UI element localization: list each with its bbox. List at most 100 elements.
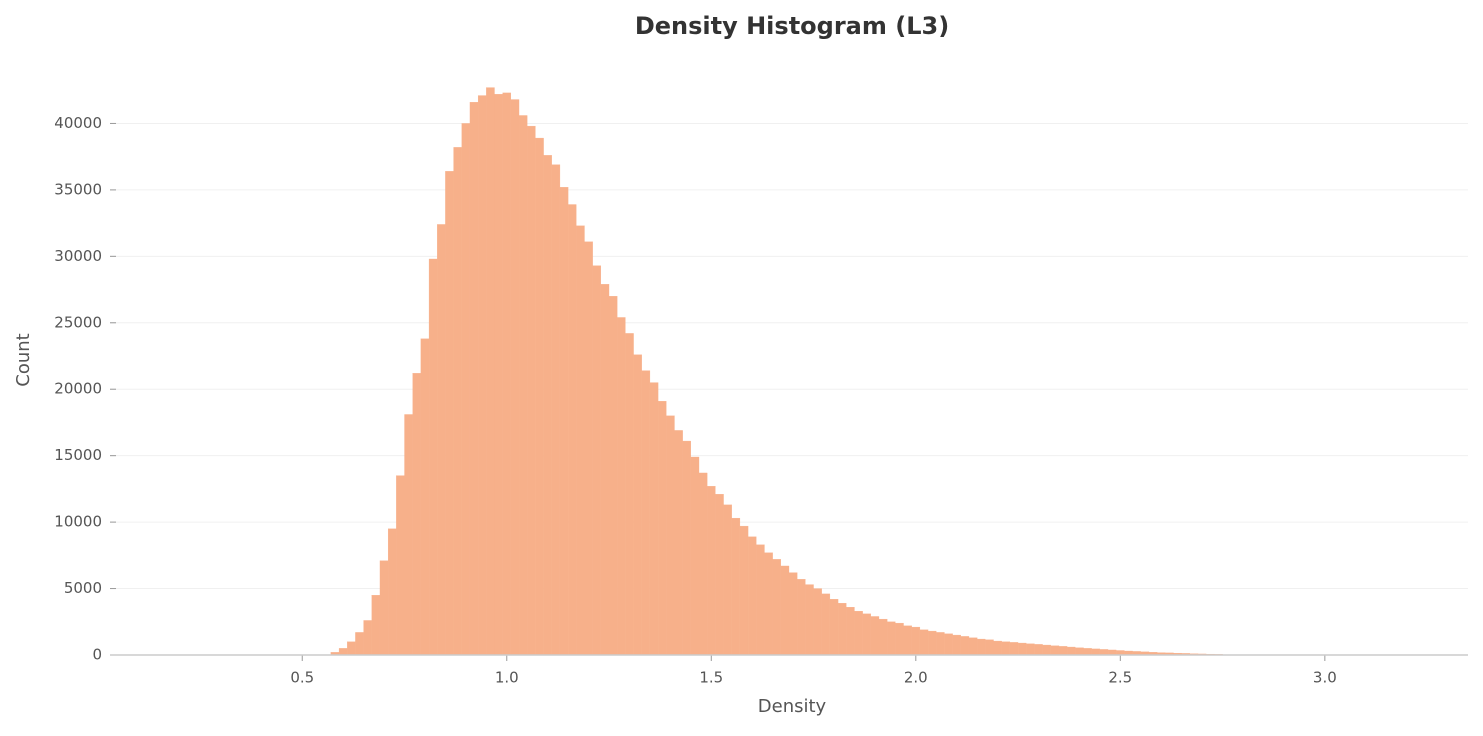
bar: [404, 414, 413, 656]
x-tick-label: 2.5: [1108, 669, 1132, 687]
bar: [625, 333, 634, 656]
bar: [600, 284, 610, 656]
bar: [1050, 645, 1060, 656]
bar: [715, 494, 724, 656]
bar: [837, 603, 847, 656]
bar: [1099, 649, 1109, 656]
bar: [829, 599, 839, 656]
bar: [862, 613, 871, 656]
bar: [1017, 642, 1027, 656]
bar: [788, 572, 798, 656]
x-tick-label: 0.5: [290, 669, 314, 687]
bar: [469, 102, 479, 656]
bar: [805, 584, 814, 656]
bar: [510, 99, 520, 656]
bar: [780, 565, 790, 656]
bar: [535, 137, 544, 656]
y-tick-label: 0: [92, 646, 102, 664]
bar: [764, 552, 773, 656]
x-axis-label: Density: [758, 696, 827, 717]
bar: [846, 607, 855, 656]
bar: [437, 224, 446, 656]
bar: [747, 536, 757, 656]
bar: [641, 370, 651, 656]
bar: [494, 94, 503, 656]
bar: [453, 147, 462, 656]
y-axis-label: Count: [13, 333, 34, 386]
y-tick-label: 20000: [54, 380, 102, 398]
y-tick-label: 35000: [54, 180, 102, 198]
bar: [1026, 643, 1035, 656]
bar: [690, 456, 700, 656]
bar: [355, 632, 364, 656]
bar: [387, 528, 397, 656]
bar: [878, 618, 888, 656]
y-tick-label: 10000: [54, 513, 102, 531]
bar: [698, 472, 708, 656]
bar: [657, 401, 667, 656]
bar: [543, 155, 552, 656]
bar: [911, 626, 921, 656]
x-tick-label: 1.5: [699, 669, 723, 687]
bar: [371, 595, 381, 656]
bar: [772, 559, 781, 656]
bar: [936, 632, 945, 656]
y-tick-label: 40000: [54, 114, 102, 132]
y-tick-label: 5000: [64, 579, 102, 597]
bar: [1034, 644, 1043, 656]
bar: [797, 579, 806, 656]
bar: [633, 354, 642, 656]
bar: [887, 621, 896, 656]
bar: [347, 641, 356, 656]
bar: [682, 440, 691, 656]
bar: [567, 204, 577, 656]
bar: [977, 638, 986, 656]
bar: [944, 633, 953, 656]
bar: [993, 640, 1002, 656]
bar: [551, 164, 561, 656]
bar: [960, 636, 970, 656]
bar: [576, 225, 585, 656]
bar: [1001, 641, 1011, 656]
bar: [731, 517, 741, 656]
bar: [723, 504, 732, 656]
bar: [477, 95, 487, 656]
y-tick-label: 15000: [54, 446, 102, 464]
bar: [412, 373, 422, 656]
bar: [1042, 644, 1051, 656]
bar: [379, 560, 389, 656]
bar: [518, 115, 528, 656]
bar: [854, 610, 863, 656]
bar: [445, 171, 454, 656]
x-tick-label: 2.0: [904, 669, 928, 687]
bar: [428, 258, 438, 656]
bar: [420, 338, 430, 656]
bar: [985, 639, 994, 656]
bar: [584, 241, 593, 656]
y-tick-label: 25000: [54, 313, 102, 331]
bar: [617, 317, 626, 656]
bar: [870, 616, 880, 656]
bar: [502, 92, 512, 656]
bar: [486, 87, 495, 656]
bar: [707, 486, 716, 656]
bar: [592, 265, 601, 656]
bar: [813, 588, 822, 656]
bar: [739, 525, 749, 656]
bar: [952, 634, 961, 656]
bar: [919, 629, 929, 656]
bar: [666, 415, 675, 656]
bar: [927, 630, 937, 656]
bar: [1009, 642, 1019, 656]
bar: [1107, 649, 1117, 656]
bar: [1075, 647, 1084, 656]
bar: [821, 593, 831, 656]
bar: [1058, 646, 1068, 656]
x-tick-label: 3.0: [1313, 669, 1337, 687]
bar: [608, 296, 618, 656]
bar: [1066, 646, 1076, 656]
bar: [338, 648, 348, 656]
bar: [903, 625, 912, 656]
chart-title: Density Histogram (L3): [635, 12, 949, 40]
